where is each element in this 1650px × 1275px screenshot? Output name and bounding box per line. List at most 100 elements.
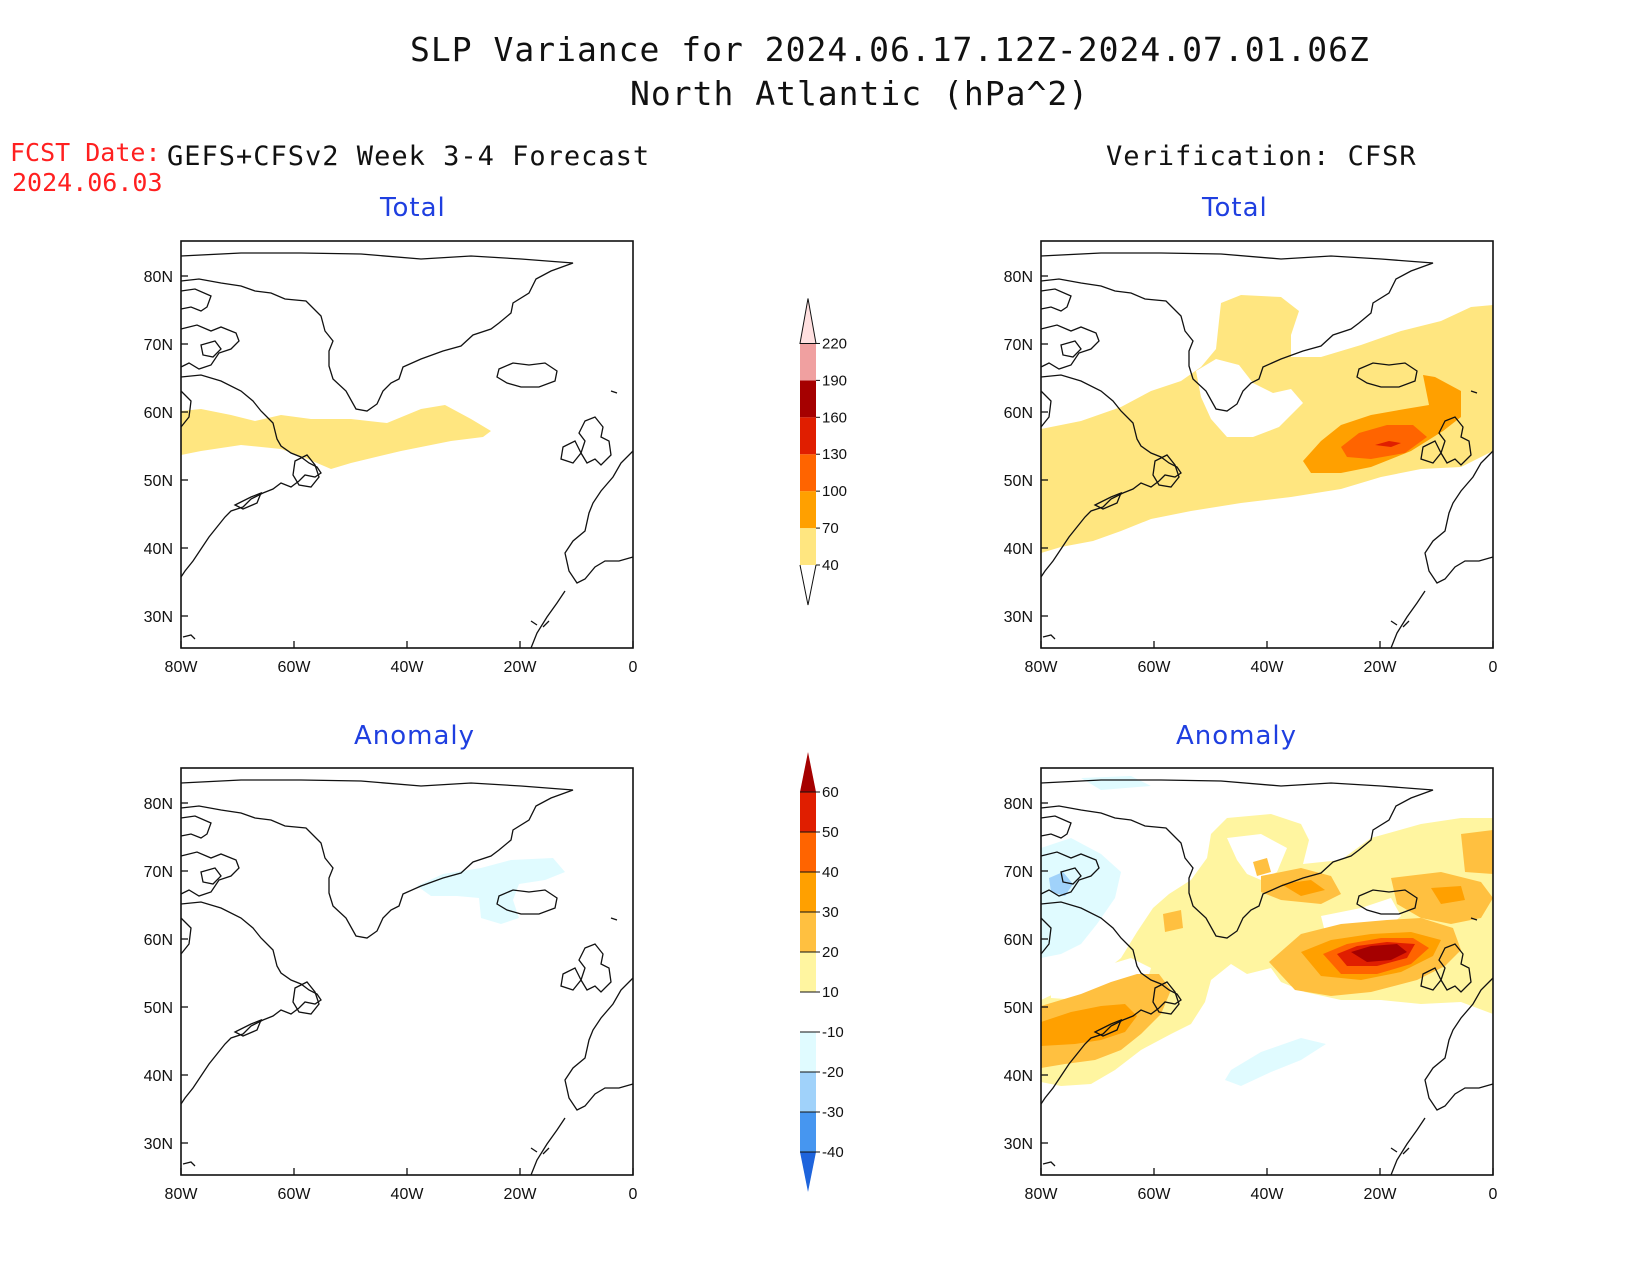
forecast-total-lat-label: 40N: [144, 541, 173, 558]
verification-total-lat-label: 70N: [1004, 337, 1033, 354]
verification-anomaly-lat-label: 30N: [1004, 1136, 1033, 1153]
verification-anomaly-pos-20e: [1461, 830, 1493, 874]
colorbar-anomaly-label: -40: [822, 1144, 844, 1161]
forecast-total-title: Total: [380, 193, 446, 223]
forecast-anomaly-lon-label: 80W: [165, 1186, 199, 1203]
verification-total-title: Total: [1202, 193, 1268, 223]
forecast-date-label: FCST Date:: [10, 138, 161, 167]
forecast-anomaly-title: Anomaly: [354, 721, 476, 751]
verification-total-gap: [1196, 359, 1303, 437]
forecast-anomaly-lat-label: 50N: [144, 1000, 173, 1017]
colorbar-total: 40 70 100 130 160 190 220: [799, 298, 847, 606]
colorbar-total-label: 160: [822, 409, 847, 426]
forecast-anomaly-lat-label: 70N: [144, 864, 173, 881]
colorbar-anomaly-label: 60: [822, 784, 839, 801]
forecast-total-lon-label: 20W: [504, 659, 538, 676]
colorbar-anomaly-label: -10: [822, 1024, 844, 1041]
forecast-anomaly-map: [180, 767, 634, 1176]
verification-anomaly-neg-west: [1041, 838, 1121, 958]
colorbar-anomaly-label: 50: [822, 824, 839, 841]
colorbar-total-bin: [800, 417, 816, 455]
verification-total-lon-label: 40W: [1251, 659, 1285, 676]
colorbar-total-bin: [800, 454, 816, 492]
verification-anomaly-pos-30d: [1431, 886, 1465, 904]
colorbar-anomaly-bottom-arrow: [800, 1152, 816, 1192]
verification-total-lat-label: 60N: [1004, 405, 1033, 422]
colorbar-total-bin: [800, 380, 816, 418]
colorbar-anomaly-label: -30: [822, 1104, 844, 1121]
forecast-total-shade-40: [181, 405, 491, 469]
colorbar-anomaly-bin: [800, 832, 816, 872]
verification-anomaly-neg-south: [1225, 1038, 1326, 1086]
verification-anomaly-lat-label: 40N: [1004, 1068, 1033, 1085]
main-title-line1: SLP Variance for 2024.06.17.12Z-2024.07.…: [410, 30, 1370, 69]
forecast-anomaly-lon-label: 0: [629, 1186, 638, 1203]
forecast-total-lat-label: 80N: [144, 269, 173, 286]
forecast-anomaly-lon-label: 60W: [278, 1186, 312, 1203]
colorbar-total-bin: [800, 528, 816, 565]
colorbar-anomaly-bin: [800, 952, 816, 992]
colorbar-anomaly-label: 40: [822, 864, 839, 881]
verification-anomaly-map: [1040, 767, 1494, 1176]
verification-anomaly-pos-30c: [1281, 880, 1325, 896]
forecast-total-lat-label: 30N: [144, 609, 173, 626]
colorbar-total-bin: [800, 343, 816, 381]
forecast-anomaly-lon-label: 40W: [391, 1186, 425, 1203]
forecast-total-lon-label: 40W: [391, 659, 425, 676]
forecast-total-lon-label: 0: [629, 659, 638, 676]
verification-anomaly-lat-label: 60N: [1004, 932, 1033, 949]
left-column-heading: GEFS+CFSv2 Week 3-4 Forecast: [167, 141, 651, 172]
colorbar-anomaly-bin: [800, 992, 816, 1032]
verification-anomaly-title: Anomaly: [1176, 721, 1298, 751]
verification-total-lon-label: 0: [1489, 659, 1498, 676]
colorbar-anomaly-label: -20: [822, 1064, 844, 1081]
verification-anomaly-neg-20: [1049, 872, 1073, 896]
forecast-anomaly-lon-label: 20W: [504, 1186, 538, 1203]
verification-total-lon-label: 20W: [1364, 659, 1398, 676]
colorbar-total-bottom-arrow: [799, 564, 817, 606]
colorbar-anomaly-bin: [800, 1032, 816, 1072]
verification-total-lat-label: 30N: [1004, 609, 1033, 626]
forecast-total-lat-label: 70N: [144, 337, 173, 354]
verification-anomaly-hole-a: [1227, 834, 1287, 880]
colorbar-anomaly-bin: [800, 912, 816, 952]
right-column-heading: Verification: CFSR: [1106, 141, 1417, 172]
forecast-total-lon-label: 60W: [278, 659, 312, 676]
colorbar-anomaly-top-arrow: [800, 752, 816, 792]
verification-total-lon-label: 60W: [1138, 659, 1172, 676]
colorbar-total-label: 70: [822, 520, 839, 537]
verification-anomaly-lon-label: 0: [1489, 1186, 1498, 1203]
colorbar-total-label: 220: [822, 335, 847, 352]
colorbar-anomaly-bin: [800, 1072, 816, 1112]
colorbar-anomaly-label: 10: [822, 984, 839, 1001]
verification-total-lat-label: 80N: [1004, 269, 1033, 286]
verification-anomaly-lat-label: 50N: [1004, 1000, 1033, 1017]
verification-anomaly-lon-label: 40W: [1251, 1186, 1285, 1203]
forecast-total-lat-label: 60N: [144, 405, 173, 422]
main-title-line2: North Atlantic (hPa^2): [630, 74, 1090, 113]
verification-anomaly-lon-label: 80W: [1025, 1186, 1059, 1203]
colorbar-anomaly-bin: [800, 1112, 816, 1152]
verification-anomaly-lat-label: 70N: [1004, 864, 1033, 881]
colorbar-total-label: 40: [822, 557, 839, 574]
colorbar-anomaly-bin: [800, 872, 816, 912]
verification-anomaly-pos-20f: [1163, 910, 1183, 932]
forecast-total-map: [180, 240, 634, 649]
axes-layer: 80W 60W 40W 20W 0 80N 70N 60N 50N 40N 30N 80W 60W 40W…: [144, 269, 1498, 1203]
colorbar-anomaly: 60 50 40 30 20 10 -10 -20 -30 -40: [800, 752, 844, 1192]
colorbar-total-label: 100: [822, 483, 847, 500]
colorbar-total-label: 190: [822, 372, 847, 389]
verification-anomaly-pos-60: [1351, 944, 1407, 962]
verification-total-lat-label: 50N: [1004, 473, 1033, 490]
verification-total-shade-100: [1341, 425, 1427, 459]
verification-anomaly-lon-label: 20W: [1364, 1186, 1398, 1203]
colorbar-anomaly-bin: [800, 792, 816, 832]
verification-anomaly-pos-30: [1041, 1004, 1137, 1046]
forecast-total-lon-label: 80W: [165, 659, 199, 676]
forecast-anomaly-lat-label: 30N: [144, 1136, 173, 1153]
colorbar-total-label: 130: [822, 446, 847, 463]
colorbar-anomaly-label: 20: [822, 944, 839, 961]
forecast-date-value: 2024.06.03: [12, 168, 163, 197]
verification-anomaly-lat-label: 80N: [1004, 796, 1033, 813]
